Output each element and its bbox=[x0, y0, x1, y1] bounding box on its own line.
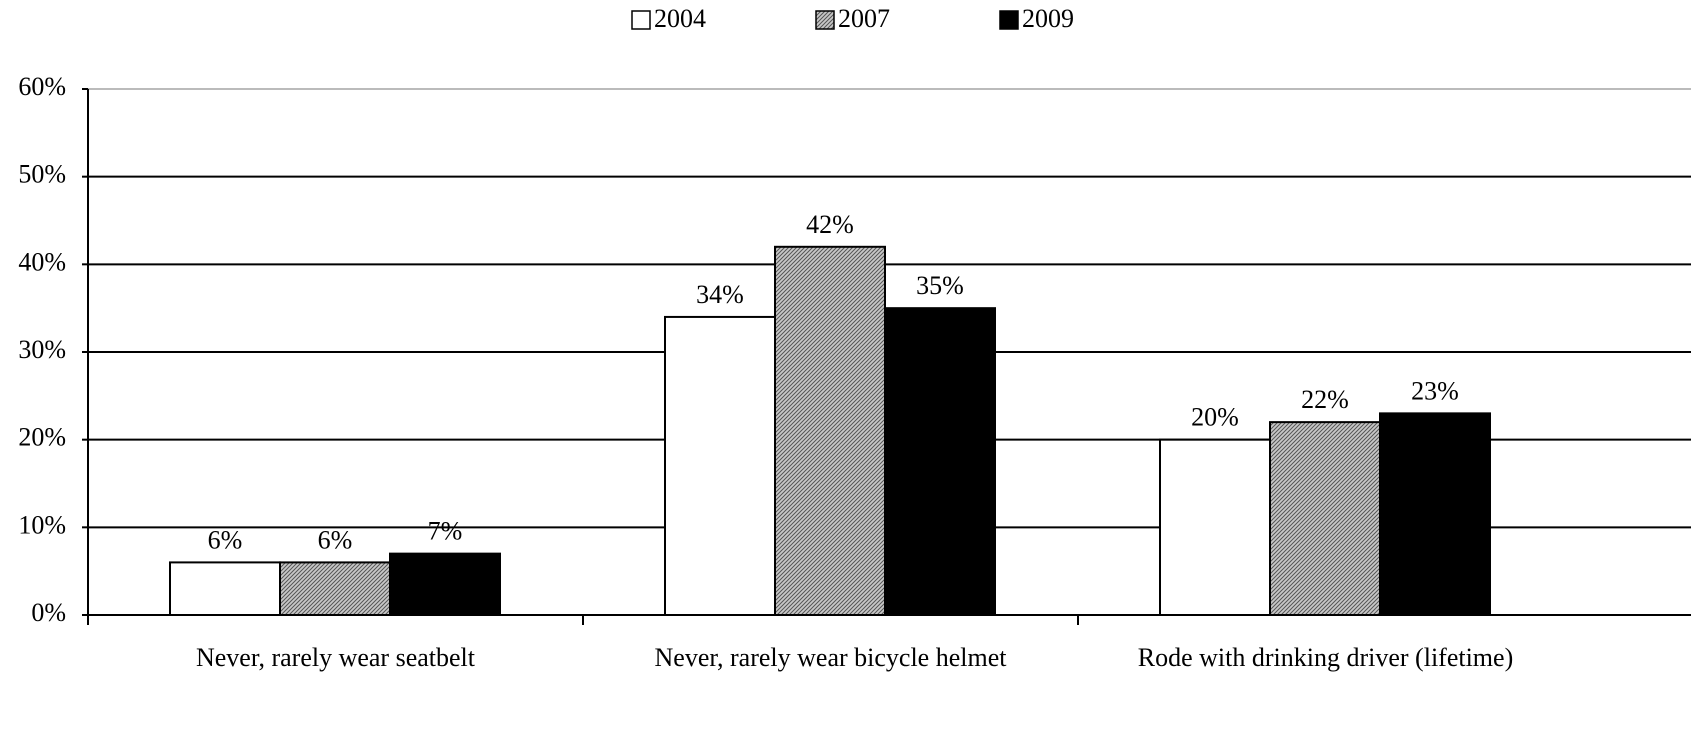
y-tick-label: 50% bbox=[18, 160, 66, 189]
bar bbox=[389, 552, 501, 617]
x-tick-label: Never, rarely wear seatbelt bbox=[196, 643, 476, 672]
legend-label: 2004 bbox=[654, 4, 706, 33]
value-label: 35% bbox=[916, 271, 964, 300]
y-tick-label: 60% bbox=[18, 72, 66, 101]
bar bbox=[1379, 412, 1491, 616]
bar bbox=[884, 307, 996, 616]
bar bbox=[774, 245, 886, 617]
value-label: 34% bbox=[696, 280, 744, 309]
legend-swatch bbox=[631, 10, 651, 30]
y-tick-label: 10% bbox=[18, 510, 66, 539]
bar bbox=[664, 315, 776, 616]
legend-label: 2007 bbox=[838, 4, 890, 33]
value-label: 42% bbox=[806, 210, 854, 239]
value-label: 7% bbox=[428, 517, 463, 546]
x-tick-label: Rode with drinking driver (lifetime) bbox=[1138, 643, 1513, 672]
y-tick-label: 0% bbox=[31, 598, 66, 627]
y-tick-label: 40% bbox=[18, 247, 66, 276]
value-label: 6% bbox=[318, 525, 353, 554]
bar bbox=[279, 561, 391, 617]
bar bbox=[1159, 438, 1271, 616]
value-label: 23% bbox=[1411, 376, 1459, 405]
value-label: 6% bbox=[208, 525, 243, 554]
bar bbox=[1269, 421, 1381, 616]
y-tick-label: 30% bbox=[18, 335, 66, 364]
legend-swatch bbox=[999, 10, 1019, 30]
y-tick-label: 20% bbox=[18, 423, 66, 452]
legend-label: 2009 bbox=[1022, 4, 1074, 33]
x-tick-label: Never, rarely wear bicycle helmet bbox=[655, 643, 1008, 672]
value-label: 22% bbox=[1301, 385, 1349, 414]
value-label: 20% bbox=[1191, 403, 1239, 432]
legend-swatch bbox=[815, 10, 835, 30]
bar bbox=[169, 561, 281, 617]
